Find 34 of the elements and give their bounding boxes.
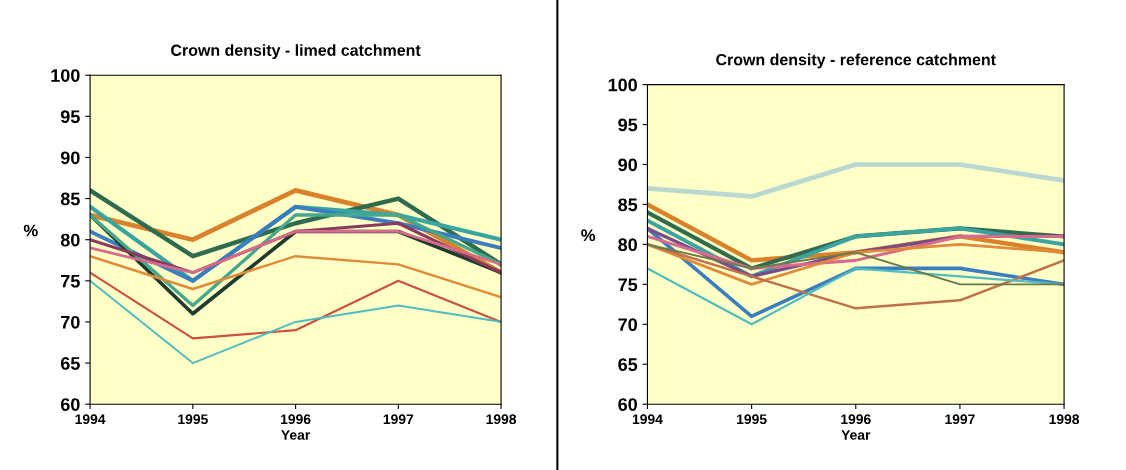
y-tick-label: 80 (60, 233, 80, 247)
y-tick-label: 80 (618, 238, 637, 252)
y-axis-title: % (581, 229, 596, 242)
y-tick-label: 75 (61, 274, 80, 288)
y-tick-label: 85 (60, 192, 80, 206)
x-axis-title: Year (281, 430, 311, 440)
x-tick-label: 1996 (841, 414, 871, 425)
x-tick-label: 1997 (945, 414, 975, 425)
x-tick-label: 1997 (383, 414, 414, 425)
y-tick-label: 85 (618, 198, 638, 212)
chart-title: Crown density - reference catchment (716, 53, 996, 69)
x-tick-label: 1998 (486, 414, 517, 425)
y-tick-label: 70 (618, 318, 637, 332)
y-tick-label: 65 (618, 358, 638, 371)
y-tick-label: 65 (60, 357, 80, 370)
y-axis-title: % (23, 224, 38, 237)
x-tick-label: 1996 (281, 414, 311, 425)
y-tick-label: 60 (618, 398, 637, 411)
y-tick-label: 90 (618, 158, 637, 172)
y-tick-label: 60 (60, 398, 80, 411)
y-tick-label: 95 (618, 118, 638, 132)
chart-title: Crown density - limed catchment (171, 44, 421, 60)
y-tick-label: 100 (608, 78, 637, 92)
x-tick-label: 1998 (1049, 414, 1080, 425)
x-tick-label: 1994 (632, 414, 663, 425)
x-tick-label: 1994 (75, 414, 106, 425)
y-tick-label: 95 (60, 110, 80, 124)
y-tick-label: 75 (618, 278, 638, 292)
y-tick-label: 70 (61, 315, 80, 329)
x-axis-title: Year (841, 430, 871, 440)
x-tick-label: 1995 (737, 414, 767, 425)
y-tick-label: 90 (60, 151, 80, 165)
y-tick-label: 100 (51, 69, 80, 82)
x-tick-label: 1995 (178, 414, 208, 425)
